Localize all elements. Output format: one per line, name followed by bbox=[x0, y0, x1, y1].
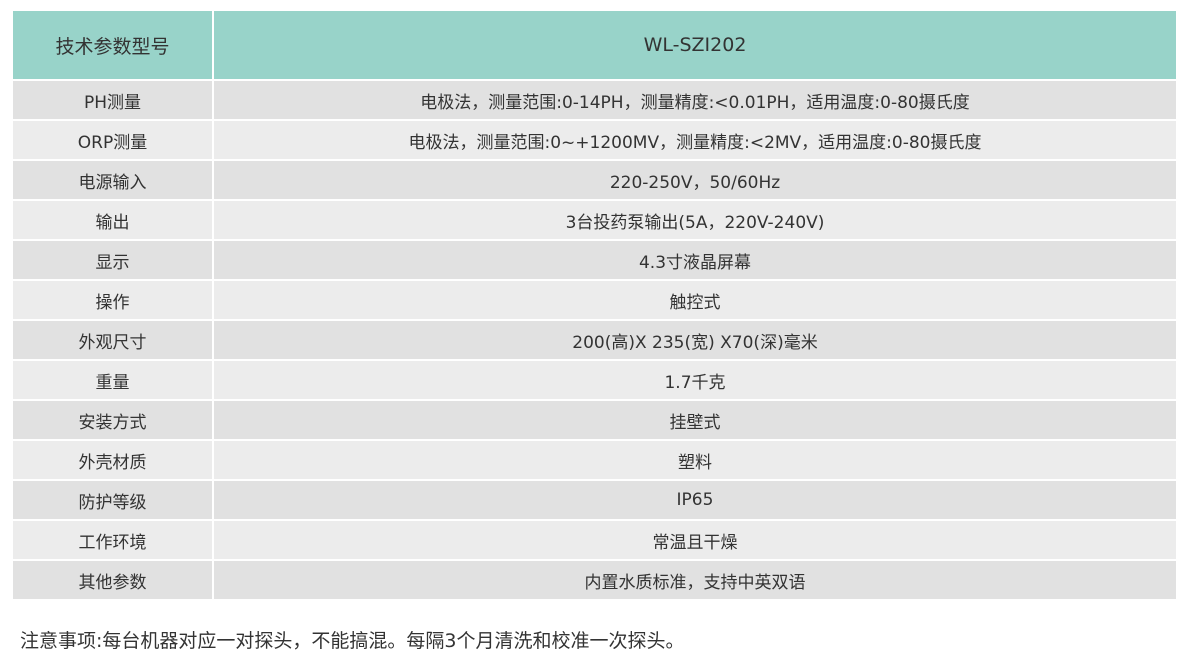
table-row: 外观尺寸 200(高)X 235(宽) X70(深)毫米 bbox=[11, 319, 1178, 361]
table-row: 外壳材质 塑料 bbox=[11, 439, 1178, 481]
param-value: 常温且干燥 bbox=[212, 519, 1178, 561]
param-name: 电源输入 bbox=[11, 159, 214, 201]
table-body: PH测量 电极法，测量范围:0-14PH，测量精度:<0.01PH，适用温度:0-… bbox=[11, 79, 1178, 601]
spec-table: 技术参数型号 WL-SZI202 PH测量 电极法，测量范围:0-14PH，测量精… bbox=[11, 9, 1178, 601]
param-value: 200(高)X 235(宽) X70(深)毫米 bbox=[212, 319, 1178, 361]
param-value: 内置水质标准，支持中英双语 bbox=[212, 559, 1178, 601]
table-header: 技术参数型号 WL-SZI202 bbox=[11, 9, 1178, 81]
table-row: 操作 触控式 bbox=[11, 279, 1178, 321]
param-name: 防护等级 bbox=[11, 479, 214, 521]
table-row: PH测量 电极法，测量范围:0-14PH，测量精度:<0.01PH，适用温度:0-… bbox=[11, 79, 1178, 121]
table-row: 输出 3台投药泵输出(5A，220V-240V) bbox=[11, 199, 1178, 241]
param-value: 1.7千克 bbox=[212, 359, 1178, 401]
param-value: 4.3寸液晶屏幕 bbox=[212, 239, 1178, 281]
param-value: 220-250V，50/60Hz bbox=[212, 159, 1178, 201]
param-name: 显示 bbox=[11, 239, 214, 281]
param-value: 触控式 bbox=[212, 279, 1178, 321]
param-name: 外壳材质 bbox=[11, 439, 214, 481]
param-value: IP65 bbox=[212, 479, 1178, 521]
header-row: 技术参数型号 WL-SZI202 bbox=[11, 9, 1178, 81]
table-row: 重量 1.7千克 bbox=[11, 359, 1178, 401]
header-cell: 技术参数型号 bbox=[11, 9, 214, 81]
param-name: 安装方式 bbox=[11, 399, 214, 441]
table-row: ORP测量 电极法，测量范围:0~+1200MV，测量精度:<2MV，适用温度:0… bbox=[11, 119, 1178, 161]
table-row: 电源输入 220-250V，50/60Hz bbox=[11, 159, 1178, 201]
param-value: 挂壁式 bbox=[212, 399, 1178, 441]
header-cell: WL-SZI202 bbox=[212, 9, 1178, 81]
table-row: 防护等级 IP65 bbox=[11, 479, 1178, 521]
table-row: 安装方式 挂壁式 bbox=[11, 399, 1178, 441]
table-row: 显示 4.3寸液晶屏幕 bbox=[11, 239, 1178, 281]
param-name: 外观尺寸 bbox=[11, 319, 214, 361]
table-row: 其他参数 内置水质标准，支持中英双语 bbox=[11, 559, 1178, 601]
param-name: ORP测量 bbox=[11, 119, 214, 161]
param-value: 电极法，测量范围:0~+1200MV，测量精度:<2MV，适用温度:0-80摄氏… bbox=[212, 119, 1178, 161]
param-value: 电极法，测量范围:0-14PH，测量精度:<0.01PH，适用温度:0-80摄氏… bbox=[212, 79, 1178, 121]
param-name: 重量 bbox=[11, 359, 214, 401]
table-row: 工作环境 常温且干燥 bbox=[11, 519, 1178, 561]
param-value: 塑料 bbox=[212, 439, 1178, 481]
param-name: 其他参数 bbox=[11, 559, 214, 601]
param-name: PH测量 bbox=[11, 79, 214, 121]
param-name: 工作环境 bbox=[11, 519, 214, 561]
note: 注意事项:每台机器对应一对探头，不能搞混。每隔3个月清洗和校准一次探头。 bbox=[20, 630, 685, 652]
param-name: 操作 bbox=[11, 279, 214, 321]
param-name: 输出 bbox=[11, 199, 214, 241]
param-value: 3台投药泵输出(5A，220V-240V) bbox=[212, 199, 1178, 241]
